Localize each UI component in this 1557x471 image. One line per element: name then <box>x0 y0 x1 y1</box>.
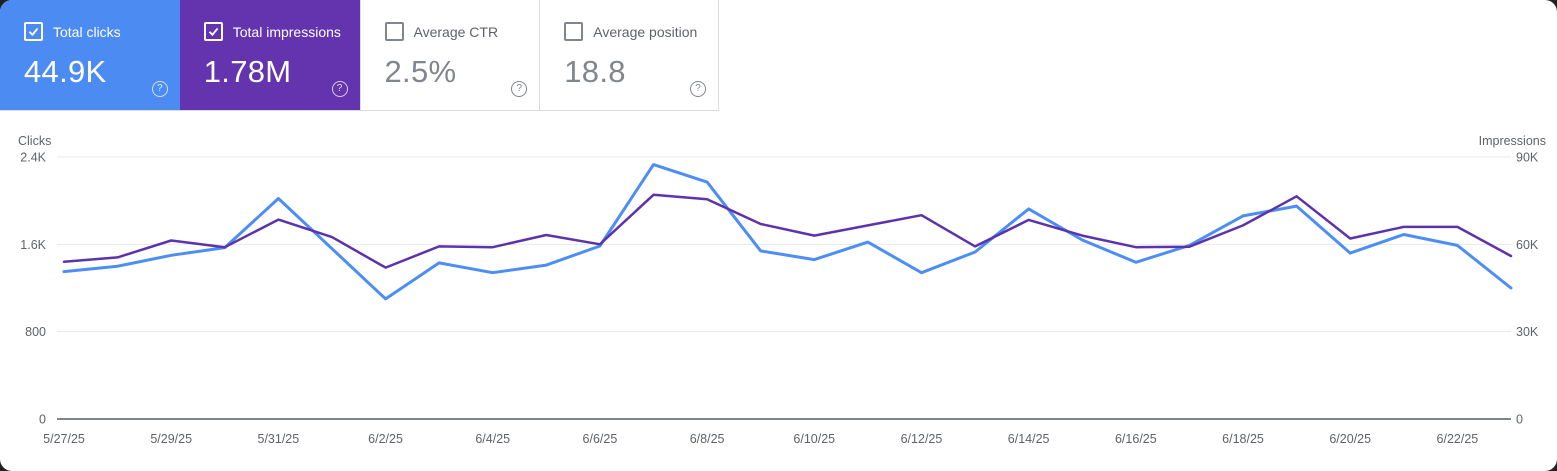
right-axis-tick: 0 <box>1516 413 1523 427</box>
left-axis-tick: 0 <box>39 413 46 427</box>
metric-card-average-position[interactable]: Average position 18.8 ? <box>539 0 719 110</box>
metric-label: Average position <box>593 23 698 40</box>
help-icon[interactable]: ? <box>690 81 706 97</box>
x-axis-date-label: 6/18/25 <box>1222 432 1264 446</box>
metric-value: 2.5% <box>384 54 457 89</box>
series-line-impressions <box>62 193 1513 269</box>
right-axis-tick: 90K <box>1516 151 1539 165</box>
metric-cards-row: Total clicks 44.9K ? Total impressions 1… <box>0 0 719 111</box>
right-axis-tick: 60K <box>1516 238 1539 252</box>
x-axis-date-label: 6/10/25 <box>793 432 835 446</box>
metric-label: Total impressions <box>232 23 341 40</box>
checkmark-icon <box>208 27 219 37</box>
x-axis-date-label: 6/6/25 <box>583 432 618 446</box>
left-axis-tick: 2.4K <box>20 151 46 165</box>
checkmark-icon <box>28 27 39 37</box>
left-axis-tick: 1.6K <box>20 238 46 252</box>
x-axis-date-label: 6/2/25 <box>368 432 403 446</box>
help-icon[interactable]: ? <box>331 81 348 97</box>
series-line-clicks <box>62 163 1513 301</box>
checkbox-average-position[interactable] <box>564 22 584 41</box>
metric-label: Total clicks <box>53 23 121 40</box>
x-axis-date-label: 6/20/25 <box>1329 432 1371 446</box>
metric-value: 18.8 <box>564 54 626 89</box>
checkbox-average-ctr[interactable] <box>384 22 404 41</box>
x-axis-date-label: 6/4/25 <box>475 432 510 446</box>
x-axis-date-label: 6/14/25 <box>1008 432 1050 446</box>
right-axis-title: Impressions <box>1479 134 1546 148</box>
metric-value: 44.9K <box>24 54 107 89</box>
left-axis-title: Clicks <box>18 134 51 148</box>
metric-label: Average CTR <box>413 23 499 40</box>
metric-card-total-clicks[interactable]: Total clicks 44.9K ? <box>0 0 180 110</box>
checkbox-total-clicks[interactable] <box>24 22 43 41</box>
x-axis-date-label: 6/12/25 <box>901 432 943 446</box>
x-axis-date-label: 6/22/25 <box>1437 432 1479 446</box>
help-icon[interactable]: ? <box>511 81 528 97</box>
x-axis-date-label: 5/31/25 <box>258 432 300 446</box>
right-axis-tick: 30K <box>1516 325 1539 339</box>
x-axis-date-label: 6/8/25 <box>690 432 725 446</box>
x-axis-date-label: 6/16/25 <box>1115 432 1157 446</box>
x-axis-date-label: 5/27/25 <box>43 432 85 446</box>
left-axis-tick: 800 <box>25 325 46 339</box>
metric-value: 1.78M <box>203 54 292 89</box>
x-axis-date-label: 5/29/25 <box>150 432 192 446</box>
checkbox-total-impressions[interactable] <box>203 22 223 41</box>
help-icon[interactable]: ? <box>151 81 168 97</box>
metric-card-average-ctr[interactable]: Average CTR 2.5% ? <box>359 0 540 110</box>
metric-card-total-impressions[interactable]: Total impressions 1.78M ? <box>179 0 360 110</box>
